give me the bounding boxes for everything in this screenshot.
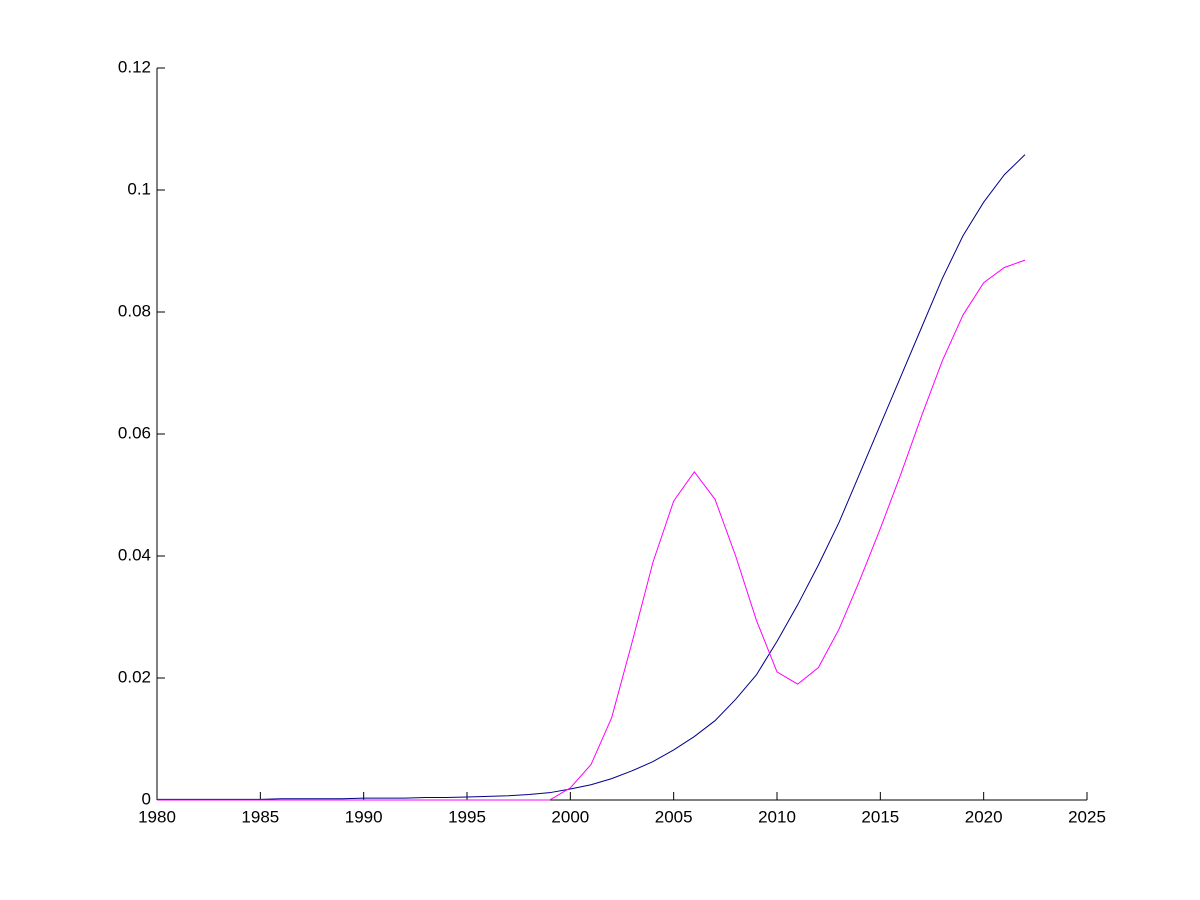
x-tick-label: 1995 xyxy=(448,807,486,826)
x-tick-label: 1980 xyxy=(138,807,176,826)
x-tick-label: 2015 xyxy=(861,807,899,826)
y-tick-label: 0.12 xyxy=(118,57,151,76)
y-tick-label: 0.08 xyxy=(118,301,151,320)
y-tick-label: 0.04 xyxy=(118,545,151,564)
series-line xyxy=(157,259,1026,801)
x-tick-label: 2000 xyxy=(551,807,589,826)
x-tick-label: 2005 xyxy=(655,807,693,826)
x-tick-label: 2025 xyxy=(1068,807,1106,826)
y-tick-label: 0 xyxy=(142,789,151,808)
y-tick-label: 0.1 xyxy=(127,179,151,198)
y-tick-label: 0.06 xyxy=(118,423,151,442)
x-tick-label: 2010 xyxy=(758,807,796,826)
x-tick-label: 1985 xyxy=(241,807,279,826)
y-tick-label: 0.02 xyxy=(118,667,151,686)
x-tick-label: 2020 xyxy=(965,807,1003,826)
series-line xyxy=(157,154,1026,800)
x-tick-label: 1990 xyxy=(345,807,383,826)
